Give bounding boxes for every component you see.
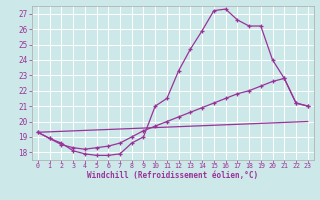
X-axis label: Windchill (Refroidissement éolien,°C): Windchill (Refroidissement éolien,°C): [87, 171, 258, 180]
